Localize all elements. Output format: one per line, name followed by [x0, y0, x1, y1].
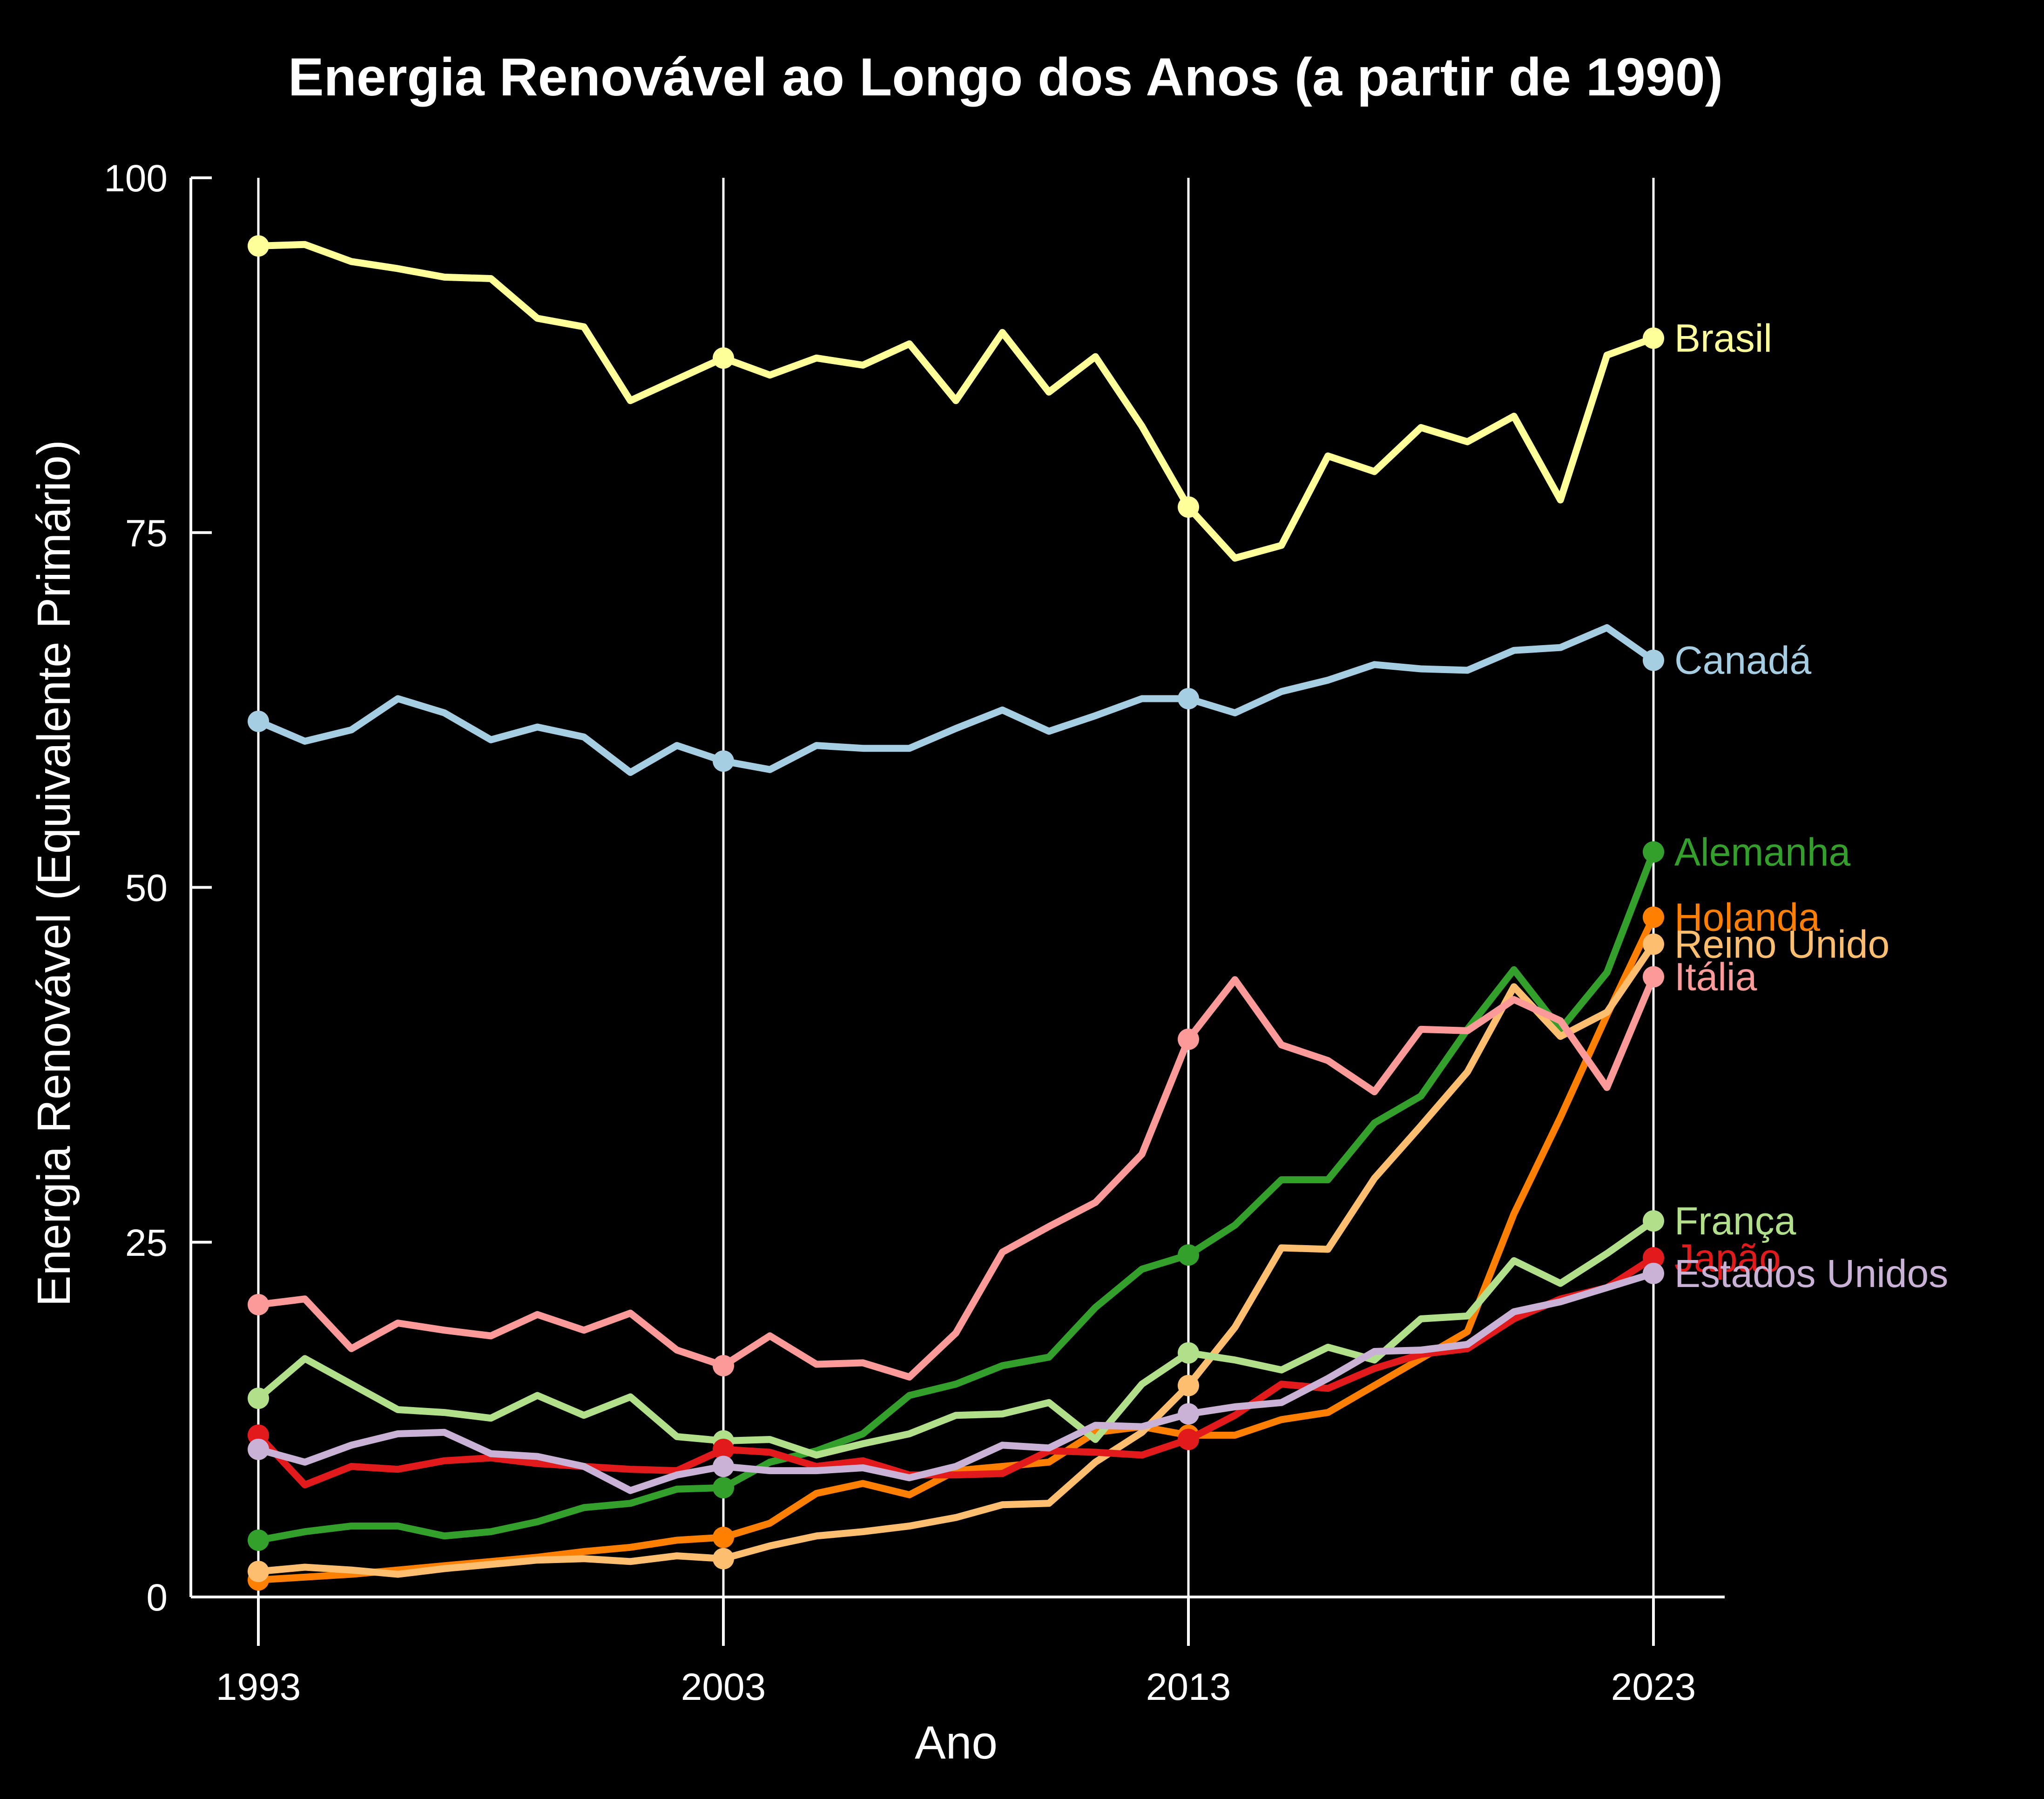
series-line-franca — [255, 1217, 1657, 1459]
y-tick-label: 25 — [125, 1222, 168, 1264]
chart-title: Energia Renovável ao Longo dos Anos (a p… — [288, 47, 1723, 107]
series-marker-canada-2013 — [1178, 687, 1199, 709]
x-axis-ticks: 1993 2003 2013 2023 — [216, 1597, 1696, 1708]
series-marker-italia-1993 — [248, 1294, 269, 1315]
series-marker-reino-unido-2003 — [713, 1548, 734, 1570]
series-marker-italia-2023 — [1643, 966, 1664, 988]
x-tick-label: 2013 — [1146, 1666, 1231, 1708]
series-marker-holanda-2023 — [1643, 906, 1664, 928]
y-tick-label: 75 — [125, 512, 168, 554]
series-marker-franca-2023 — [1643, 1210, 1664, 1232]
series-marker-alemanha-2023 — [1643, 841, 1664, 863]
series-label-alemanha: Alemanha — [1674, 830, 1851, 874]
series-marker-canada-2023 — [1643, 649, 1664, 671]
series-line-brasil — [255, 241, 1657, 562]
series-marker-estados-unidos-2023 — [1643, 1262, 1664, 1284]
series-marker-alemanha-2003 — [713, 1477, 734, 1499]
series-line-italia — [255, 973, 1657, 1381]
series-label-brasil: Brasil — [1674, 317, 1772, 360]
series-label-holanda: Holanda — [1674, 896, 1820, 939]
series-marker-japao-2003 — [713, 1438, 734, 1460]
x-axis-label: Ano — [915, 1717, 998, 1769]
series-marker-reino-unido-2013 — [1178, 1375, 1199, 1396]
series-line-japao — [255, 1254, 1657, 1489]
series-marker-brasil-1993 — [248, 235, 269, 257]
x-tick-label: 2003 — [681, 1666, 766, 1708]
series-label-franca: França — [1674, 1199, 1796, 1243]
y-tick-label: 0 — [146, 1577, 168, 1619]
y-tick-label: 100 — [104, 157, 168, 200]
series-marker-holanda-2003 — [713, 1526, 734, 1548]
series-marker-italia-2003 — [713, 1355, 734, 1377]
series-marker-japao-2013 — [1178, 1428, 1199, 1450]
y-axis-label: Energia Renovável (Equivalente Primário) — [28, 440, 80, 1307]
series-marker-japao-2023 — [1643, 1247, 1664, 1269]
x-tick-label: 2023 — [1611, 1666, 1696, 1708]
series-line-estados-unidos — [255, 1270, 1657, 1494]
series-marker-estados-unidos-2013 — [1178, 1403, 1199, 1425]
series-marker-estados-unidos-1993 — [248, 1438, 269, 1460]
series-marker-brasil-2013 — [1178, 496, 1199, 518]
series-line-canada — [255, 624, 1657, 776]
series-marker-franca-1993 — [248, 1388, 269, 1409]
series-marker-canada-1993 — [248, 710, 269, 732]
series-lines — [248, 235, 1664, 1591]
series-label-estados-unidos: Estados Unidos — [1674, 1252, 1948, 1295]
series-marker-franca-2013 — [1178, 1342, 1199, 1364]
series-marker-reino-unido-1993 — [248, 1561, 269, 1583]
series-marker-reino-unido-2023 — [1643, 933, 1664, 955]
series-line-reino-unido — [255, 941, 1657, 1578]
series-label-japao: Japão — [1674, 1236, 1781, 1280]
y-axis-ticks: 0 25 50 75 100 — [104, 157, 212, 1619]
series-marker-alemanha-1993 — [248, 1529, 269, 1551]
series-marker-alemanha-2013 — [1178, 1244, 1199, 1266]
series-marker-brasil-2003 — [713, 347, 734, 369]
series-label-italia: Itália — [1674, 955, 1757, 999]
series-label-canada: Canadá — [1674, 639, 1812, 682]
x-tick-label: 1993 — [216, 1666, 301, 1708]
series-marker-canada-2003 — [713, 750, 734, 772]
series-label-reino-unido: Reino Unido — [1674, 922, 1889, 966]
series-marker-italia-2013 — [1178, 1028, 1199, 1050]
series-line-alemanha — [255, 848, 1657, 1544]
series-marker-brasil-2023 — [1643, 327, 1664, 349]
y-tick-label: 50 — [125, 867, 168, 910]
series-marker-estados-unidos-2003 — [713, 1455, 734, 1477]
